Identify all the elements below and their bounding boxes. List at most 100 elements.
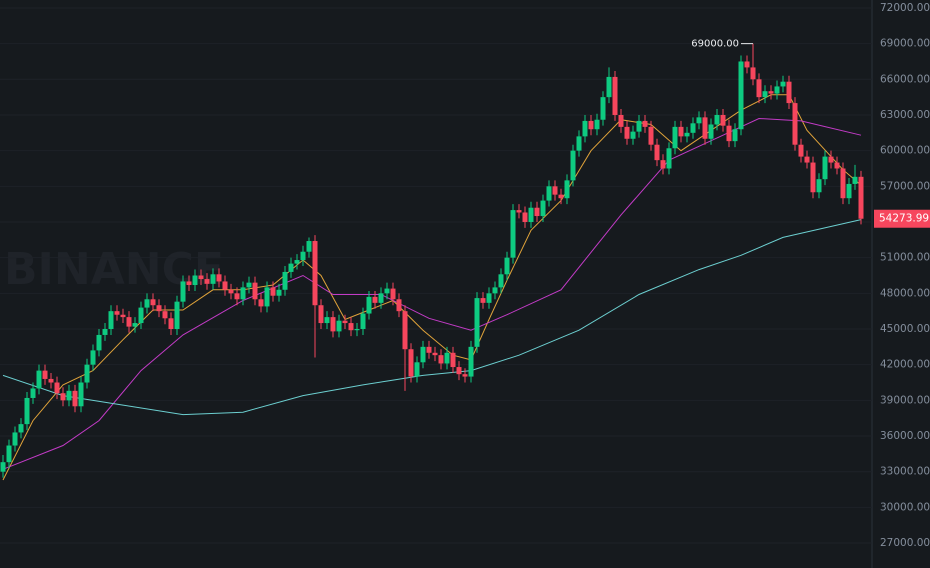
candle-body: [66, 390, 72, 401]
candle-body: [378, 293, 384, 303]
candle-body: [768, 91, 774, 94]
y-tick-label: 36000.00: [880, 430, 930, 442]
candle-body: [162, 311, 168, 319]
candle-body: [78, 382, 84, 407]
candle-body: [486, 293, 492, 303]
last-price-tag: [874, 209, 930, 228]
candle-body: [252, 282, 258, 300]
candle-body: [762, 91, 768, 98]
candle-body: [756, 79, 762, 98]
candle-body: [450, 352, 456, 368]
candle-body: [582, 120, 588, 137]
moving-average-line: [2, 117, 862, 470]
candle-body: [336, 320, 342, 332]
candle-body: [714, 114, 720, 125]
candle-body: [696, 117, 702, 124]
candle-body: [408, 349, 414, 377]
candle-body: [342, 320, 348, 324]
candle-body: [750, 67, 756, 80]
candle-body: [126, 317, 132, 327]
candle-body: [834, 162, 840, 169]
candle-body: [774, 86, 780, 94]
candle-body: [594, 119, 600, 130]
candle-body: [828, 156, 834, 163]
moving-average-line: [2, 219, 862, 416]
y-tick-label: 51000.00: [880, 252, 930, 264]
candle-body: [804, 156, 810, 163]
candle-body: [738, 61, 744, 130]
candle-body: [570, 150, 576, 181]
candle-body: [168, 318, 174, 330]
candle-body: [384, 288, 390, 294]
candle-body: [576, 136, 582, 151]
candle-body: [198, 275, 204, 280]
candle-body: [708, 124, 714, 139]
candle-body: [132, 323, 138, 327]
y-tick-label: 30000.00: [880, 501, 930, 513]
candle-body: [456, 367, 462, 375]
candle-body: [270, 287, 276, 296]
candle-body: [210, 274, 216, 284]
high-annotation: 69000.00: [691, 39, 739, 50]
candle-body: [174, 301, 180, 330]
candle-body: [276, 289, 282, 296]
candle-body: [732, 129, 738, 142]
candle-body: [72, 390, 78, 407]
candle-body: [720, 114, 726, 126]
candle-body: [318, 305, 324, 324]
candle-body: [96, 334, 102, 351]
candle-body: [606, 76, 612, 98]
candle-body: [282, 271, 288, 290]
candle-body: [354, 329, 360, 331]
candle-body: [144, 299, 150, 308]
candle-body: [504, 257, 510, 275]
candle-body: [12, 432, 18, 446]
candle-body: [324, 317, 330, 324]
candle-body: [258, 299, 264, 307]
candle-body: [642, 120, 648, 127]
candle-body: [402, 311, 408, 350]
candle-body: [648, 126, 654, 145]
candle-body: [360, 313, 366, 330]
candle-body: [522, 212, 528, 222]
candle-body: [0, 462, 6, 472]
candle-body: [240, 287, 246, 300]
candle-body: [468, 346, 474, 377]
candle-body: [186, 281, 192, 286]
candle-body: [558, 194, 564, 199]
candle-body: [54, 382, 60, 394]
candle-body: [36, 370, 42, 389]
candle-body: [192, 275, 198, 286]
y-tick-label: 45000.00: [880, 323, 930, 335]
candle-body: [786, 81, 792, 104]
candle-body: [24, 397, 30, 425]
candle-body: [108, 311, 114, 330]
candle-body: [816, 179, 822, 193]
candle-body: [846, 183, 852, 199]
candle-body: [654, 144, 660, 161]
candle-body: [702, 117, 708, 139]
candle-body: [348, 323, 354, 331]
candle-body: [618, 114, 624, 127]
candle-body: [612, 76, 618, 115]
candle-body: [444, 352, 450, 364]
candle-body: [528, 207, 534, 222]
candle-body: [552, 186, 558, 195]
candle-body: [840, 168, 846, 199]
candle-body: [780, 81, 786, 87]
y-tick-label: 42000.00: [880, 359, 930, 371]
candle-body: [48, 378, 54, 383]
candle-body: [204, 279, 210, 284]
candle-body: [600, 97, 606, 120]
candle-body: [156, 305, 162, 312]
candle-body: [534, 207, 540, 217]
candle-body: [438, 355, 444, 364]
candle-body: [546, 186, 552, 201]
candle-body: [792, 103, 798, 145]
candle-body: [624, 126, 630, 139]
candle-body: [540, 200, 546, 217]
candle-body: [228, 289, 234, 294]
candle-body: [426, 346, 432, 353]
candle-body: [84, 364, 90, 383]
